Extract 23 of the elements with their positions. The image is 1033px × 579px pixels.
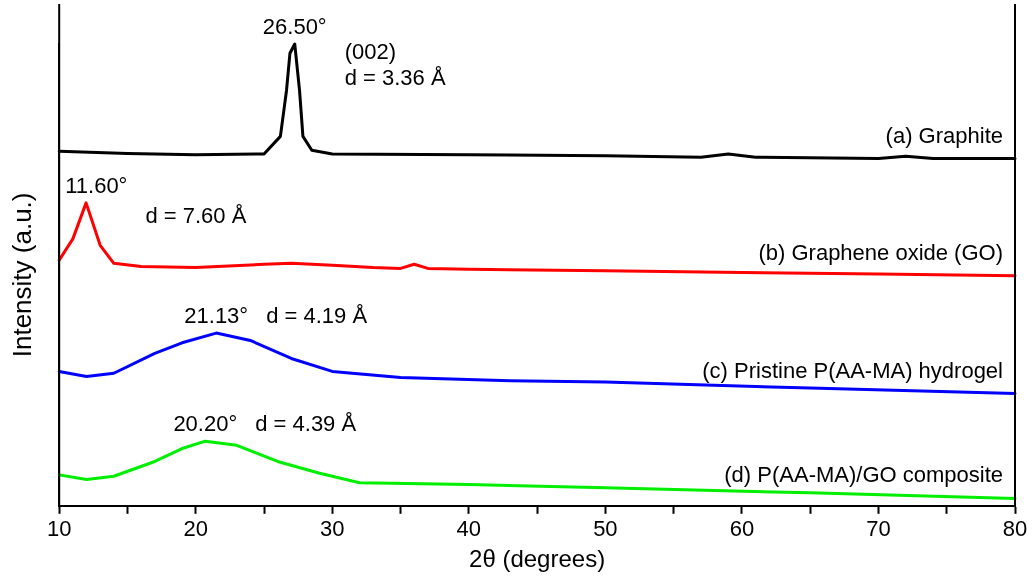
annotation: d = 4.39 Å bbox=[255, 411, 357, 437]
x-tick-label: 10 bbox=[46, 516, 72, 542]
annotation: 11.60° bbox=[65, 172, 128, 198]
annotation: (002) bbox=[344, 39, 397, 64]
x-tick-label: 70 bbox=[866, 516, 891, 542]
series-label: (b) Graphene oxide (GO) bbox=[758, 239, 1003, 265]
annotation: d = 7.60 Å bbox=[145, 202, 247, 228]
annotation: d = 3.36 Å bbox=[344, 65, 446, 90]
annotation: 21.13° bbox=[184, 303, 249, 329]
series-label: (a) Graphite bbox=[885, 122, 1003, 148]
x-tick-label: 50 bbox=[593, 516, 618, 542]
annotation: d = 4.19 Å bbox=[266, 303, 368, 329]
series-label: (d) P(AA-MA)/GO composite bbox=[724, 462, 1003, 488]
x-axis-title: 2θ (degrees) bbox=[469, 545, 606, 573]
annotation: 26.50° bbox=[262, 14, 327, 39]
series-label: (c) Pristine P(AA-MA) hydrogel bbox=[702, 357, 1003, 383]
x-tick-label: 60 bbox=[729, 516, 755, 542]
x-tick-label: 30 bbox=[320, 516, 345, 542]
x-tick-label: 20 bbox=[183, 516, 208, 542]
x-tick-label: 80 bbox=[1002, 516, 1028, 542]
annotation: 20.20° bbox=[173, 411, 238, 437]
y-axis-title: Intensity (a.u.) bbox=[6, 192, 37, 358]
x-tick-label: 40 bbox=[456, 516, 482, 542]
